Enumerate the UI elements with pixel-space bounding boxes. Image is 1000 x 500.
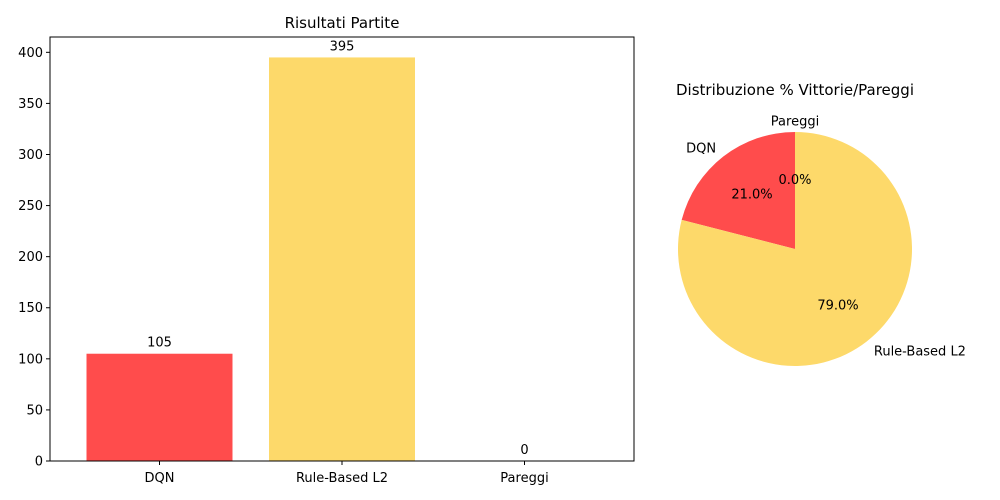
pie-label-dqn: DQN: [686, 141, 716, 156]
pie-slice-dqn: [681, 132, 795, 249]
x-tick-label-rule-based-l2: Rule-Based L2: [296, 471, 388, 486]
y-axis: 0 50 100 150 200 250 300 350 400: [18, 46, 50, 470]
y-tick-label: 200: [18, 250, 43, 265]
y-tick-label: 400: [18, 46, 43, 61]
y-tick-label: 150: [18, 301, 43, 316]
x-tick-label-dqn: DQN: [145, 471, 175, 486]
pie-label-rule-based-l2: Rule-Based L2: [874, 345, 966, 360]
pie-slice-rule-based-l2: [678, 132, 913, 366]
y-tick-label: 300: [18, 148, 43, 163]
plot-frame: [49, 36, 635, 462]
x-axis: DQN Rule-Based L2 Pareggi: [145, 461, 549, 486]
bar-rule-based-l2: [269, 57, 415, 461]
bar-chart-title: Risultati Partite: [285, 14, 400, 32]
y-tick-label: 0: [35, 455, 43, 470]
pie-chart-title: Distribuzione % Vittorie/Pareggi: [676, 81, 914, 99]
pie-label-pareggi: Pareggi: [771, 114, 819, 129]
data-label-pareggi: 0: [520, 443, 528, 458]
y-tick-label: 100: [18, 352, 43, 367]
bar-marks: 105 395 0: [86, 39, 529, 461]
x-tick-label-pareggi: Pareggi: [500, 471, 548, 486]
bar-dqn: [86, 353, 233, 461]
pie-pct-label-pareggi: 0.0%: [778, 173, 811, 188]
data-label-dqn: 105: [147, 336, 172, 351]
pie-chart: Distribuzione % Vittorie/Pareggi DQN 21.0…: [676, 81, 966, 366]
y-tick-label: 350: [18, 97, 43, 112]
data-label-rule-based-l2: 395: [330, 39, 355, 54]
pie-marks: DQN 21.0% Rule-Based L2 79.0% Pareggi 0.0%: [678, 114, 966, 366]
y-tick-label: 50: [26, 403, 43, 418]
pie-pct-label-rule-based-l2: 79.0%: [817, 298, 858, 313]
y-tick-label: 250: [18, 199, 43, 214]
bar-chart: Risultati Partite 105 395 0 0 50 100 150 200 25…: [18, 14, 635, 486]
pie-pct-label-dqn: 21.0%: [731, 188, 772, 203]
